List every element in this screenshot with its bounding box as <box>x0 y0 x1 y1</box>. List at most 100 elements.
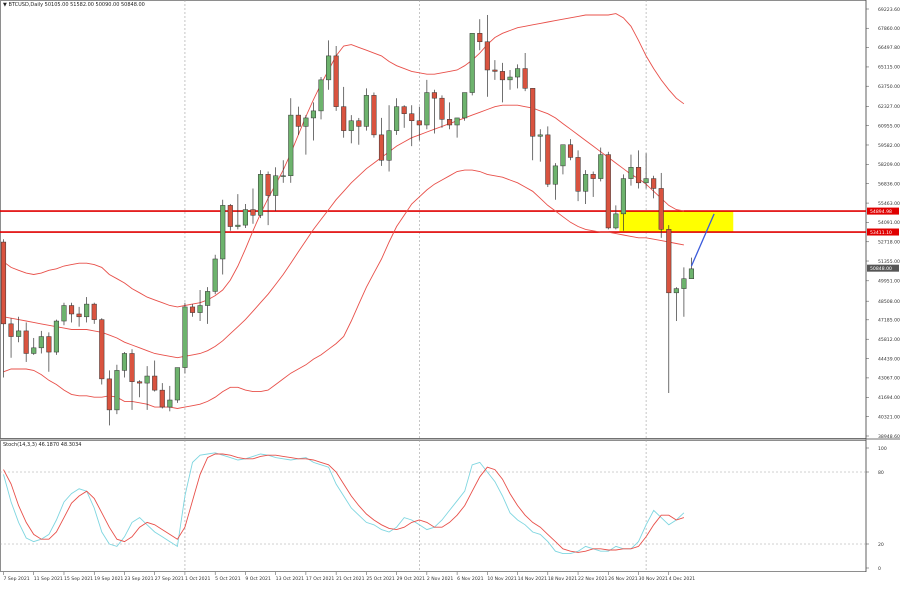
candle-bear <box>522 68 528 89</box>
candle-bear <box>477 33 483 43</box>
candle-bull <box>205 291 211 306</box>
candle-bull <box>560 144 566 167</box>
price-label-text: 54894.98 <box>870 209 892 215</box>
stochastic-signal <box>3 453 685 553</box>
price-tick-label: 56836.00 <box>878 182 900 188</box>
candle-bull <box>53 320 59 353</box>
candle-bull <box>257 174 264 216</box>
candle-bull <box>212 258 218 292</box>
price-tick-label: 51355.00 <box>878 259 900 265</box>
candle-bear <box>189 306 196 313</box>
candle-bull <box>31 347 37 354</box>
candle-bear <box>68 305 75 315</box>
candle-bull <box>242 209 248 226</box>
candle-bull <box>38 336 44 349</box>
price-tick-label: 66497.80 <box>878 45 900 51</box>
price-tick-label: 60955.00 <box>878 123 900 129</box>
candle-bull <box>114 370 120 411</box>
candle-bull <box>515 68 521 78</box>
dropdown-triangle-icon[interactable]: ▼ <box>3 2 7 8</box>
candle-bull <box>167 399 173 408</box>
price-tick-label: 41694.00 <box>878 395 900 401</box>
candle-bull <box>288 114 294 177</box>
date-tick-label: 11 Sep 2021 <box>34 576 63 582</box>
candle-bull <box>220 205 226 260</box>
stochastic-main <box>3 452 685 555</box>
candle-bull <box>16 330 22 337</box>
candle-bull <box>318 79 324 112</box>
candle-bull <box>681 278 687 289</box>
candle-bear <box>378 134 385 161</box>
date-tick-label: 5 Oct 2021 <box>215 576 241 582</box>
date-tick-label: 22 Nov 2021 <box>578 576 607 582</box>
price-tick-label: 59582.00 <box>878 143 900 149</box>
candle-bear <box>416 120 422 126</box>
price-tick-label: 52718.00 <box>878 240 900 246</box>
candle-bear <box>227 205 233 227</box>
candle-bull <box>643 178 649 184</box>
candle-bear <box>371 95 377 136</box>
price-label-box <box>867 207 899 215</box>
candle-bear <box>575 157 581 192</box>
candle-bull <box>394 106 400 131</box>
candle-bear <box>23 330 29 354</box>
stochastic-label-text: Stoch(14,3,3) 46.1870 48.3034 <box>3 442 82 448</box>
date-tick-label: 10 Nov 2021 <box>487 576 516 582</box>
candle-bull <box>182 306 188 368</box>
candle-bull <box>673 288 679 294</box>
price-tick-label: 43067.00 <box>878 376 900 382</box>
stoch-tick-label: 0 <box>878 566 881 572</box>
price-tick-label: 55463.00 <box>878 201 900 207</box>
chart-title: ▼ BTCUSD,Daily 50105.00 51582.00 50090.0… <box>3 2 145 8</box>
price-tick-label: 67860.00 <box>878 26 900 32</box>
candle-bull <box>363 95 369 127</box>
candle-bull <box>598 154 604 179</box>
price-tick-label: 54091.00 <box>878 220 900 226</box>
price-tick-label: 65115.00 <box>878 65 900 71</box>
candle-bear <box>295 114 301 127</box>
price-label-box <box>867 228 899 236</box>
bollinger-upper <box>3 13 685 308</box>
price-tick-label: 63750.00 <box>878 84 900 90</box>
candle-bull <box>507 76 513 81</box>
candle-bull <box>469 33 475 93</box>
chart-title-text: BTCUSD,Daily 50105.00 51582.00 50090.00 … <box>8 2 145 8</box>
candle-bear <box>431 92 437 99</box>
candle-bull <box>620 178 626 215</box>
candle-bull <box>280 175 286 177</box>
candle-bear <box>439 97 445 120</box>
candle-bear <box>499 71 506 81</box>
price-label-box <box>867 264 899 272</box>
price-tick-label: 62327.00 <box>878 104 900 110</box>
price-label-text: 53411.10 <box>870 230 892 236</box>
price-tick-label: 48508.00 <box>878 299 900 305</box>
projection-line <box>690 213 715 267</box>
candle-bear <box>605 154 611 229</box>
candle-bear <box>99 319 105 380</box>
candle-bear <box>265 174 271 196</box>
date-tick-label: 7 Sep 2021 <box>4 576 30 582</box>
candle-bull <box>583 174 589 192</box>
price-tick-label: 40321.00 <box>878 414 900 420</box>
candle-bull <box>61 305 67 322</box>
date-tick-label: 30 Nov 2021 <box>639 576 668 582</box>
stoch-tick-label: 80 <box>878 470 884 476</box>
date-tick-label: 9 Oct 2021 <box>245 576 271 582</box>
date-tick-label: 29 Oct 2021 <box>397 576 425 582</box>
date-tick-label: 6 Nov 2021 <box>457 576 484 582</box>
stoch-tick-label: 20 <box>878 542 884 548</box>
candle-bear <box>567 144 574 158</box>
date-tick-label: 4 Dec 2021 <box>669 576 696 582</box>
candle-bull <box>310 110 317 119</box>
candle-bull <box>454 117 460 126</box>
candle-bull <box>613 213 619 229</box>
stochastic-label: Stoch(14,3,3) 46.1870 48.3034 <box>3 442 81 448</box>
candle-bull <box>424 92 430 126</box>
stoch-tick-label: 100 <box>878 446 887 452</box>
date-tick-label: 17 Oct 2021 <box>306 576 334 582</box>
candle-bear <box>8 323 14 337</box>
candle-bear <box>666 229 672 294</box>
candle-bear <box>250 209 256 216</box>
price-tick-label: 45812.00 <box>878 337 900 343</box>
candle-bear <box>446 119 453 126</box>
